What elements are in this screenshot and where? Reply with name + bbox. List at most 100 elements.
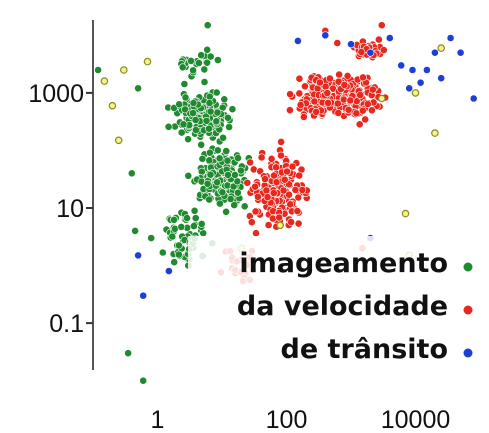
data-point-series-2-4: [408, 66, 417, 74]
data-point-series-3-7: [401, 209, 410, 218]
data-point-series-0-169: [191, 116, 200, 124]
data-point-series-1-286: [333, 99, 342, 108]
data-point-series-0-431: [203, 45, 212, 54]
data-point-series-0-388: [158, 248, 167, 257]
data-point-series-0-321: [205, 148, 214, 157]
data-point-series-1-294: [277, 137, 285, 146]
data-point-series-2-2: [385, 34, 394, 42]
data-point-series-0-401: [189, 222, 198, 230]
legend-label-1: da velocidade: [237, 291, 448, 322]
data-point-series-0-215: [197, 167, 206, 176]
data-point-series-3-11: [411, 89, 420, 97]
data-point-series-0-131: [184, 135, 192, 144]
x-tick-label-2: 10000: [381, 406, 451, 433]
data-point-series-0-175: [212, 117, 221, 126]
data-point-series-1-454: [283, 167, 291, 176]
data-point-series-2-6: [422, 66, 431, 74]
data-point-series-1-289: [340, 81, 349, 89]
data-point-series-0-436: [127, 169, 136, 178]
data-point-series-0-266: [230, 201, 239, 209]
data-point-series-1-276: [323, 89, 332, 97]
data-point-series-0-392: [177, 222, 186, 231]
data-point-series-2-0: [347, 40, 355, 49]
data-point-series-1-416: [253, 192, 262, 201]
data-point-series-0-341: [218, 188, 227, 197]
data-point-series-1-274: [299, 113, 308, 121]
data-point-series-1-436: [288, 162, 297, 171]
data-point-series-0-176: [213, 108, 222, 117]
data-point-series-1-424: [262, 186, 271, 195]
data-point-series-0-272: [213, 146, 222, 155]
data-point-series-0-407: [183, 214, 191, 222]
data-point-series-1-280: [356, 91, 365, 99]
data-point-series-1-449: [267, 154, 276, 163]
data-point-series-2-17: [164, 267, 173, 275]
data-point-series-2-12: [321, 31, 330, 40]
data-point-series-1-482: [379, 46, 388, 54]
data-point-series-1-415: [251, 182, 259, 191]
y-tick-label-2: 0.1: [49, 310, 84, 338]
data-point-series-1-218: [367, 106, 376, 115]
data-point-series-0-441: [203, 21, 212, 30]
data-point-series-1-445: [294, 219, 303, 228]
legend-label-0: imageamento: [239, 248, 448, 279]
y-tick-label-1: 10: [56, 195, 84, 223]
data-point-series-2-10: [456, 48, 465, 57]
data-point-series-3-12: [377, 94, 386, 103]
data-point-series-1-284: [355, 120, 364, 129]
data-point-series-0-432: [213, 56, 222, 64]
x-tick-label-1: 100: [266, 406, 308, 433]
data-point-series-0-408: [168, 232, 177, 241]
data-point-series-1-448: [298, 185, 307, 194]
data-point-series-0-378: [199, 229, 208, 238]
data-point-series-1-160: [295, 74, 304, 83]
data-point-series-0-347: [223, 156, 232, 165]
data-point-series-1-494: [374, 35, 383, 44]
data-point-series-1-384: [247, 218, 256, 227]
data-point-series-2-8: [437, 74, 446, 83]
data-point-series-0-335: [203, 179, 212, 188]
data-point-series-1-440: [270, 171, 278, 180]
data-point-series-1-444: [293, 207, 302, 215]
data-point-series-0-265: [240, 202, 249, 211]
data-point-series-0-374: [170, 258, 179, 267]
data-point-series-0-373: [191, 214, 200, 222]
data-point-series-0-342: [224, 170, 232, 179]
data-point-series-0-179: [223, 113, 232, 122]
data-point-series-0-163: [212, 88, 221, 97]
data-point-series-0-311: [205, 195, 214, 204]
legend: imageamento da velocidade de trânsito: [237, 248, 473, 365]
data-point-series-1-451: [287, 218, 295, 226]
data-point-series-1-457: [275, 213, 284, 222]
data-point-series-0-433: [178, 63, 187, 72]
data-point-series-1-174: [335, 70, 343, 79]
data-point-series-0-43: [225, 123, 233, 131]
data-point-series-1-288: [344, 105, 353, 114]
data-point-series-1-403: [277, 151, 285, 160]
data-point-series-2-7: [430, 48, 439, 57]
data-point-series-0-391: [170, 215, 178, 224]
data-point-series-1-385: [264, 221, 273, 229]
points-layer: [94, 21, 478, 385]
data-point-series-1-417: [285, 190, 293, 199]
data-point-series-3-3: [114, 136, 123, 145]
data-point-series-0-155: [175, 100, 184, 109]
y-tick-label-0: 1000: [28, 80, 84, 108]
legend-marker-0: [463, 262, 473, 272]
data-point-series-1-453: [251, 207, 260, 216]
data-point-series-1-305: [249, 165, 258, 174]
data-point-series-3-1: [108, 101, 117, 110]
data-point-series-0-168: [181, 105, 189, 114]
data-point-series-1-420: [294, 193, 303, 202]
data-point-series-1-120: [300, 82, 309, 91]
data-point-series-2-13: [293, 37, 302, 45]
data-point-series-3-10: [437, 44, 446, 52]
data-point-series-1-58: [285, 106, 294, 115]
data-point-series-0-40: [228, 105, 237, 114]
ticks-layer: 1000 10 0.1 1 100 10000: [28, 80, 450, 433]
data-point-series-1-250: [310, 97, 319, 106]
data-point-series-3-2: [120, 66, 128, 74]
data-point-series-0-143: [219, 133, 227, 142]
data-point-series-1-285: [343, 72, 352, 80]
